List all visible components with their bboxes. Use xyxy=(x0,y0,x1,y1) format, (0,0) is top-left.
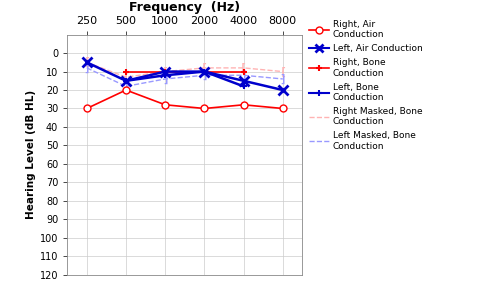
Y-axis label: Hearing Level (dB HL): Hearing Level (dB HL) xyxy=(25,90,36,219)
Text: ]: ] xyxy=(162,74,168,84)
Text: [: [ xyxy=(84,57,90,67)
Text: ]: ] xyxy=(279,74,286,84)
Text: ]: ] xyxy=(122,81,130,91)
Text: [: [ xyxy=(162,66,168,77)
Text: ]: ] xyxy=(240,70,247,80)
Legend: Right, Air
Conduction, Left, Air Conduction, Right, Bone
Conduction, Left, Bone
: Right, Air Conduction, Left, Air Conduct… xyxy=(309,20,422,151)
Text: [: [ xyxy=(240,63,247,73)
Text: ]: ] xyxy=(201,70,208,80)
Text: [: [ xyxy=(122,72,130,82)
X-axis label: Frequency  (Hz): Frequency (Hz) xyxy=(129,1,240,14)
Text: ]: ] xyxy=(84,63,90,73)
Text: [: [ xyxy=(201,63,208,73)
Text: [: [ xyxy=(279,66,286,77)
